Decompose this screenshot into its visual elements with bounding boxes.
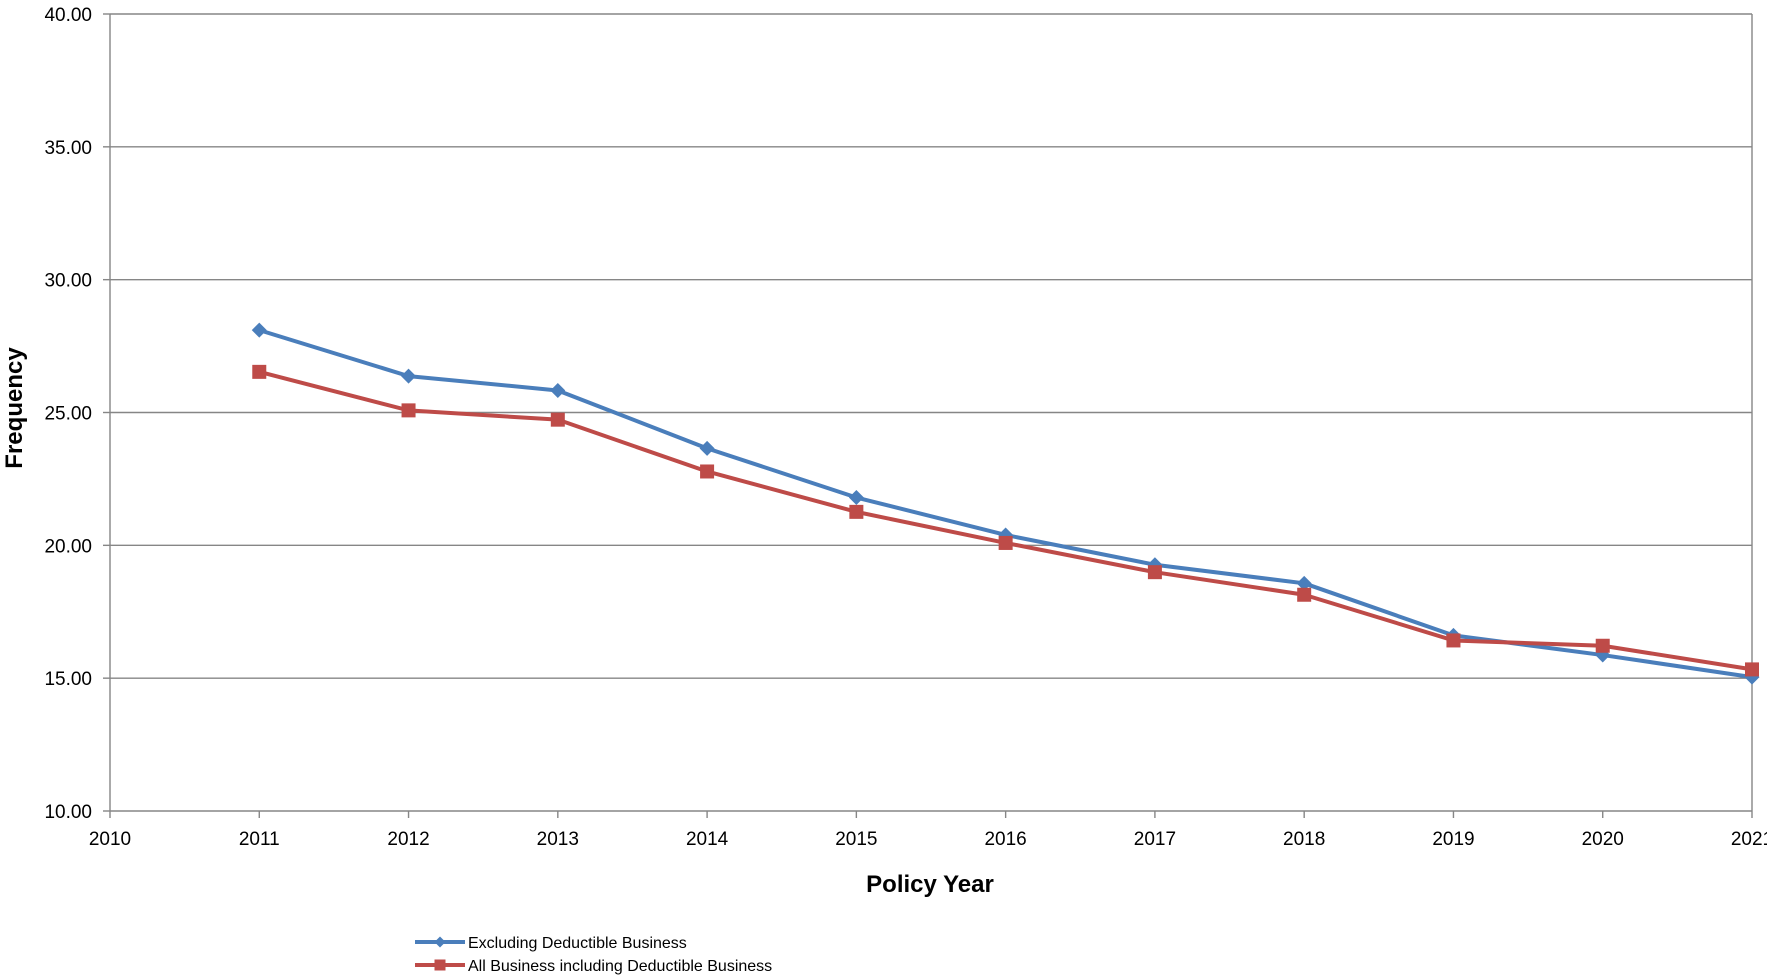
data-point (848, 490, 864, 506)
data-point (700, 464, 715, 479)
series-2 (252, 364, 1759, 677)
data-point (251, 322, 267, 338)
series-layer (251, 322, 1760, 685)
x-tick-labels: 2010 2011 2012 2013 2014 2015 2016 2017 2018 2019… (89, 829, 1767, 850)
y-axis-title: Frequency (1, 347, 28, 469)
x-tick-label: 2020 (1582, 829, 1624, 850)
data-point (1446, 633, 1461, 648)
data-point (1297, 587, 1312, 602)
legend-item: All Business including Deductible Busine… (415, 958, 772, 975)
x-tick-label: 2010 (89, 829, 131, 850)
data-point (550, 412, 565, 427)
x-tick-label: 2012 (387, 829, 429, 850)
x-tick-label: 2019 (1432, 829, 1474, 850)
x-tick-label: 2011 (239, 829, 280, 850)
x-tick-label: 2014 (686, 829, 729, 850)
legend-marker (434, 936, 446, 948)
legend: Excluding Deductible Business All Busines… (415, 935, 772, 975)
data-point (1147, 565, 1162, 580)
y-tick-label: 20.00 (44, 536, 92, 557)
x-tick-label: 2015 (835, 829, 877, 850)
series-1 (251, 322, 1760, 685)
data-point (550, 382, 566, 398)
data-point (699, 440, 715, 456)
data-point (1296, 575, 1312, 591)
data-point (998, 535, 1013, 550)
gridlines (110, 13, 1752, 679)
legend-label: All Business including Deductible Busine… (468, 958, 772, 975)
legend-item: Excluding Deductible Business (415, 935, 687, 952)
y-tick-label: 15.00 (44, 669, 92, 690)
data-point (1745, 662, 1759, 677)
data-point (252, 364, 267, 379)
x-axis-title: Policy Year (866, 871, 994, 898)
x-tick-label: 2018 (1283, 829, 1325, 850)
data-point (401, 403, 416, 418)
x-tick-label: 2017 (1134, 829, 1176, 850)
y-tick-label: 35.00 (44, 138, 92, 159)
data-point (849, 504, 864, 519)
series-line (258, 328, 1753, 680)
x-tick-label: 2021 (1731, 829, 1767, 850)
legend-label: Excluding Deductible Business (468, 935, 687, 952)
axes (103, 13, 1753, 818)
x-tick-label: 2016 (984, 829, 1026, 850)
series-line (258, 369, 1753, 672)
y-tick-labels: 10.00 15.00 20.00 25.00 30.00 35.00 40.00 (44, 5, 92, 823)
x-tick-label: 2013 (537, 829, 579, 850)
legend-marker (434, 959, 446, 971)
y-tick-label: 30.00 (44, 271, 92, 292)
data-point (1595, 638, 1610, 653)
y-tick-label: 40.00 (44, 5, 92, 26)
data-point (401, 368, 417, 384)
y-tick-label: 25.00 (44, 404, 92, 425)
y-tick-label: 10.00 (44, 802, 92, 823)
